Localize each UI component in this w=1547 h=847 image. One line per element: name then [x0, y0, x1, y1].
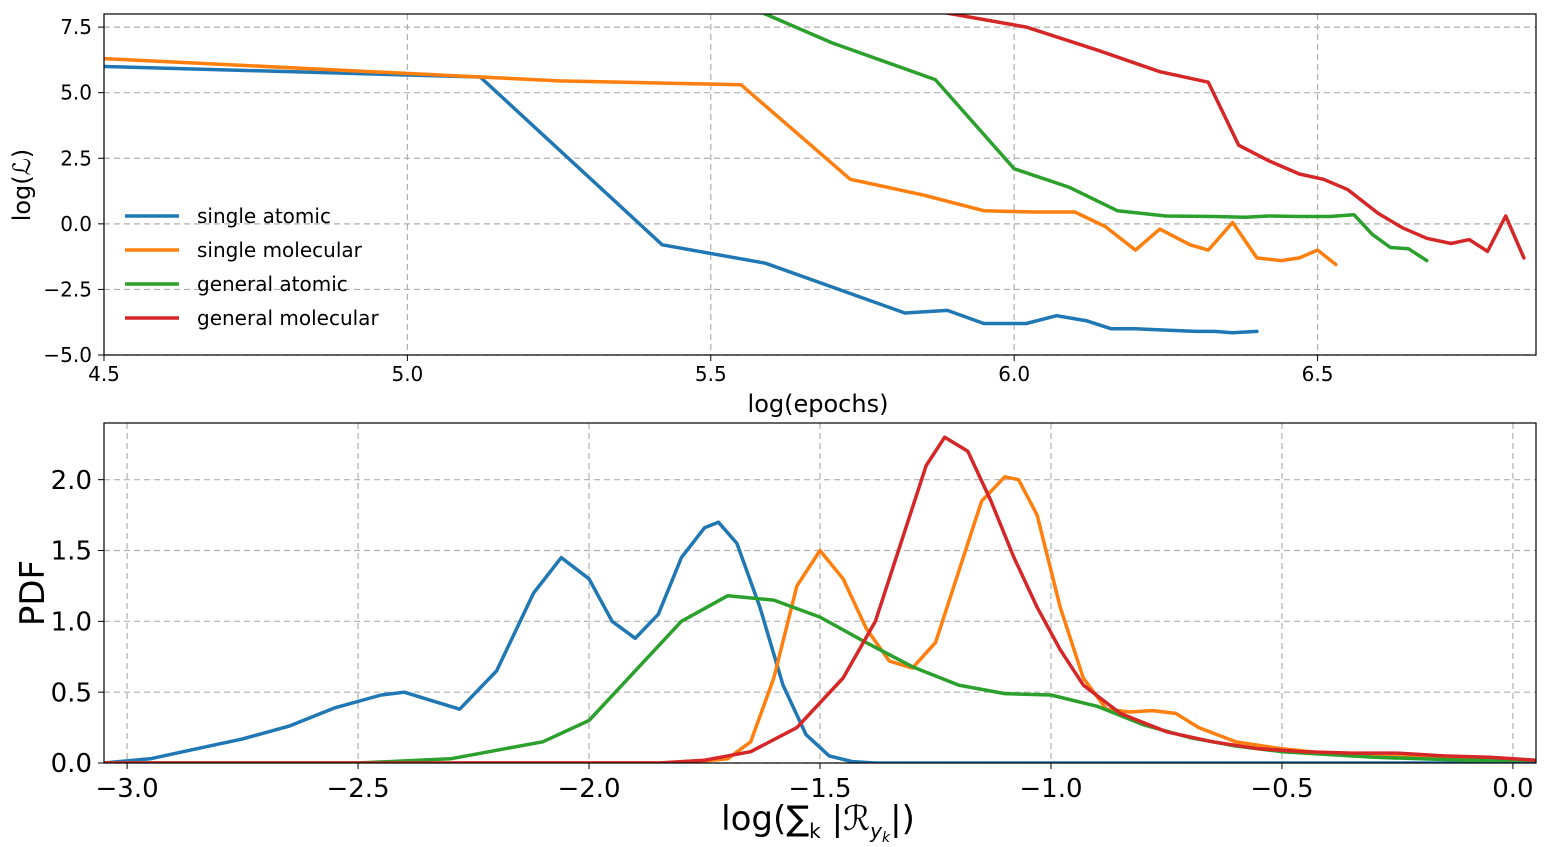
bottom-x-title-end: |)	[890, 799, 915, 839]
bottom-x-title-sub2: y	[869, 819, 883, 843]
top-grid	[103, 14, 1536, 356]
bottom-series-lines	[104, 435, 1536, 763]
bottom-grid	[104, 423, 1536, 764]
legend-label-general-atomic: general atomic	[197, 272, 348, 296]
top-series-lines	[104, 14, 1526, 335]
series-line-general-molecular	[942, 14, 1526, 260]
series-line-single-atomic	[104, 64, 1259, 335]
y-tick-label: 0.0	[51, 749, 92, 779]
legend-label-general-molecular: general molecular	[197, 306, 379, 330]
x-tick-label: 6.5	[1302, 362, 1334, 386]
x-tick-label: 4.5	[88, 362, 120, 386]
x-tick-label: −2.5	[326, 774, 389, 804]
bottom-x-title-sub: k	[809, 819, 821, 843]
y-tick-label: 7.5	[60, 15, 92, 39]
x-tick-label: 0.0	[1492, 774, 1533, 804]
series-line-general-molecular	[104, 435, 1536, 763]
top-y-ticks: −5.0 −2.5 0.0 2.5 5.0 7.5	[43, 15, 104, 367]
x-tick-label: −2.0	[557, 774, 620, 804]
x-tick-label: −0.5	[1250, 774, 1313, 804]
bottom-y-ticks: 0.0 0.5 1.0 1.5 2.0	[51, 466, 104, 779]
x-tick-label: 6.0	[998, 362, 1030, 386]
series-line-single-molecular	[104, 56, 1338, 267]
top-y-axis-title: log(ℒ)	[8, 149, 36, 222]
x-tick-label: −1.0	[1019, 774, 1082, 804]
y-tick-label: 0.0	[60, 212, 92, 236]
top-chart: 4.5 5.0 5.5 6.0 6.5 −5.0 −2.5 0.0 2.5 5.0 7.5 log…	[8, 13, 1537, 418]
bottom-x-title-sub3: k	[882, 830, 891, 846]
bottom-x-title-part2: |ℛ	[821, 799, 870, 839]
y-tick-label: 2.0	[51, 466, 92, 496]
y-tick-label: −2.5	[43, 277, 92, 301]
series-line-general-atomic	[760, 14, 1429, 263]
x-tick-label: −1.5	[788, 774, 851, 804]
bottom-y-axis-title: PDF	[13, 560, 53, 626]
bottom-x-title-part1: log(∑	[721, 799, 809, 839]
top-x-axis-title: log(epochs)	[748, 390, 889, 418]
x-tick-label: 5.5	[695, 362, 727, 386]
y-tick-label: 2.5	[60, 146, 92, 170]
series-line-general-atomic	[104, 594, 1536, 763]
y-tick-label: −5.0	[43, 343, 92, 367]
top-x-ticks: 4.5 5.0 5.5 6.0 6.5	[88, 355, 1333, 386]
y-tick-label: 5.0	[60, 81, 92, 105]
bottom-chart: −3.0 −2.5 −2.0 −1.5 −1.0 −0.5 0.0 0.0 0.5 1.0 1.5…	[13, 422, 1537, 846]
legend-label-single-molecular: single molecular	[197, 238, 363, 262]
bottom-x-axis-title: log(∑k |ℛyk|)	[721, 799, 915, 846]
x-tick-label: 5.0	[391, 362, 423, 386]
top-plot-frame	[103, 13, 1537, 356]
bottom-x-ticks: −3.0 −2.5 −2.0 −1.5 −1.0 −0.5 0.0	[96, 763, 1534, 804]
series-line-single-atomic	[104, 520, 1536, 763]
y-tick-label: 0.5	[51, 678, 92, 708]
series-line-single-molecular	[104, 475, 1536, 763]
legend: single atomic single molecular general ato…	[125, 204, 379, 330]
x-tick-label: −3.0	[96, 774, 159, 804]
legend-label-single-atomic: single atomic	[197, 204, 331, 228]
y-tick-label: 1.0	[51, 607, 92, 637]
y-tick-label: 1.5	[51, 537, 92, 567]
